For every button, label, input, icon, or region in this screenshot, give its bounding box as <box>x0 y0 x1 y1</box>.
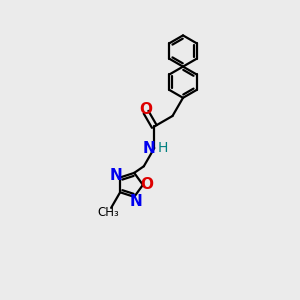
Text: H: H <box>158 141 168 155</box>
Text: O: O <box>140 102 153 117</box>
Text: N: N <box>109 169 122 184</box>
Text: O: O <box>141 177 154 192</box>
Text: N: N <box>142 141 155 156</box>
Text: N: N <box>129 194 142 209</box>
Text: CH₃: CH₃ <box>98 206 120 219</box>
